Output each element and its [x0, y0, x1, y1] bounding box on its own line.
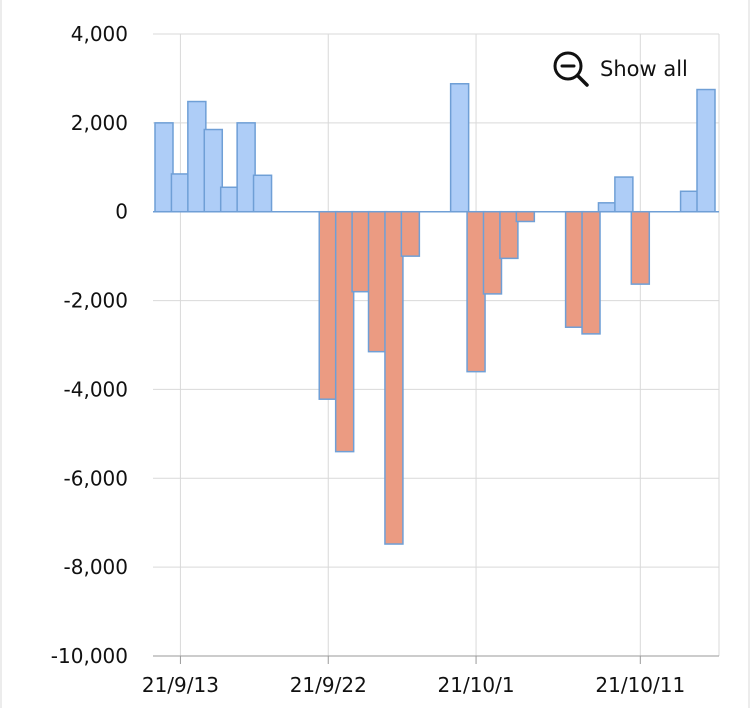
x-tick-label: 21/10/1: [438, 673, 515, 697]
y-tick-label: -6,000: [64, 466, 128, 490]
bar-positive: [696, 88, 716, 213]
bar-positive: [614, 176, 634, 213]
bar-negative: [466, 210, 486, 373]
bar-positive: [236, 122, 256, 213]
bar-positive: [170, 173, 191, 213]
bar-negative: [351, 210, 371, 293]
bar-positive: [597, 202, 618, 213]
zoom-out-icon: [553, 51, 589, 87]
frame-edge-left: [0, 0, 2, 708]
bar-negative: [515, 210, 536, 223]
y-tick-label: 0: [115, 200, 128, 224]
y-tick-label: -4,000: [64, 377, 128, 401]
bar-negative: [367, 210, 388, 353]
bar-negative: [499, 210, 519, 260]
bar-negative: [318, 210, 338, 400]
bar-negative: [334, 210, 355, 453]
bar-positive: [449, 83, 470, 213]
x-tick-label: 21/10/11: [595, 673, 685, 697]
bars: [154, 83, 716, 545]
y-tick-label: 4,000: [71, 22, 128, 46]
y-tick-label: -2,000: [64, 289, 128, 313]
bar-positive: [187, 100, 207, 213]
bar-positive: [219, 186, 240, 213]
frame-edge-right: [748, 0, 750, 708]
y-tick-label: 2,000: [71, 111, 128, 135]
show-all-button[interactable]: Show all: [552, 50, 688, 88]
y-tick-label: -10,000: [51, 644, 128, 668]
tick-labels: 4,000 2,000 0 -2,000 -4,000 -6,000 -8,000 -10,0…: [51, 22, 685, 697]
bar-negative: [630, 210, 651, 285]
show-all-label: Show all: [600, 57, 688, 81]
x-tick-label: 21/9/22: [290, 673, 367, 697]
bar-positive: [154, 122, 174, 213]
x-tick-label: 21/9/13: [142, 673, 219, 697]
bar-negative: [482, 210, 503, 295]
bar-negative: [400, 210, 421, 257]
bar-negative: [581, 210, 601, 335]
bar-positive: [252, 174, 273, 213]
bar-negative: [564, 210, 585, 328]
bar-positive: [679, 190, 700, 213]
y-tick-label: -8,000: [64, 555, 128, 579]
bar-positive: [203, 128, 224, 213]
bar-negative: [384, 210, 404, 545]
